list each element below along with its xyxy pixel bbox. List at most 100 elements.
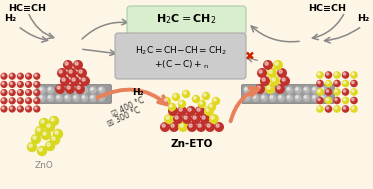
Circle shape — [33, 73, 40, 80]
Circle shape — [335, 81, 337, 84]
Circle shape — [31, 134, 41, 144]
Circle shape — [352, 107, 354, 109]
Circle shape — [172, 93, 180, 101]
Circle shape — [321, 96, 324, 98]
Circle shape — [17, 97, 24, 104]
Circle shape — [73, 60, 83, 70]
Circle shape — [33, 97, 40, 104]
Circle shape — [286, 94, 293, 102]
Circle shape — [48, 88, 51, 90]
Circle shape — [17, 73, 24, 80]
Circle shape — [342, 71, 349, 79]
Circle shape — [197, 108, 200, 111]
Text: H₂: H₂ — [4, 14, 16, 23]
Circle shape — [164, 98, 167, 101]
Circle shape — [53, 129, 63, 139]
Circle shape — [39, 148, 42, 151]
Circle shape — [188, 108, 191, 111]
Circle shape — [192, 95, 200, 103]
Circle shape — [55, 94, 63, 102]
Circle shape — [98, 94, 105, 102]
Circle shape — [74, 88, 76, 90]
Circle shape — [325, 97, 332, 104]
Circle shape — [214, 122, 224, 132]
Circle shape — [0, 89, 7, 96]
Circle shape — [170, 108, 173, 111]
Circle shape — [211, 116, 214, 119]
Circle shape — [304, 96, 307, 98]
Circle shape — [350, 105, 358, 113]
Circle shape — [160, 122, 170, 132]
Circle shape — [210, 105, 212, 107]
Circle shape — [35, 99, 37, 101]
Circle shape — [260, 76, 270, 86]
Circle shape — [333, 97, 341, 104]
Circle shape — [180, 124, 183, 127]
Circle shape — [168, 106, 178, 116]
Circle shape — [318, 107, 320, 109]
Circle shape — [352, 73, 354, 75]
Circle shape — [326, 107, 329, 109]
Circle shape — [342, 105, 349, 113]
Circle shape — [304, 88, 307, 90]
Circle shape — [335, 107, 337, 109]
Circle shape — [294, 94, 302, 102]
Circle shape — [326, 98, 329, 101]
Circle shape — [51, 118, 54, 121]
Circle shape — [178, 122, 188, 132]
Circle shape — [75, 84, 85, 94]
Circle shape — [267, 86, 270, 89]
Circle shape — [2, 99, 4, 101]
Circle shape — [57, 88, 59, 90]
Circle shape — [350, 97, 358, 104]
Circle shape — [38, 94, 46, 102]
Circle shape — [194, 96, 196, 99]
Circle shape — [253, 88, 256, 90]
Circle shape — [269, 70, 272, 73]
Circle shape — [169, 105, 172, 107]
FancyBboxPatch shape — [115, 33, 246, 79]
Circle shape — [184, 116, 187, 119]
Circle shape — [265, 84, 275, 94]
Circle shape — [343, 81, 346, 84]
Circle shape — [206, 108, 209, 111]
Circle shape — [311, 94, 319, 102]
Circle shape — [179, 108, 182, 111]
Circle shape — [279, 88, 281, 90]
Circle shape — [243, 94, 251, 102]
Circle shape — [37, 146, 47, 156]
Circle shape — [252, 94, 259, 102]
Circle shape — [72, 78, 75, 81]
Circle shape — [316, 71, 324, 79]
Text: $\sf{+(C-C)+_n}$: $\sf{+(C-C)+_n}$ — [154, 59, 209, 71]
Circle shape — [0, 97, 7, 104]
Text: ☑ 400 °C: ☑ 400 °C — [110, 95, 146, 119]
Circle shape — [335, 98, 337, 101]
Circle shape — [2, 82, 4, 84]
Circle shape — [325, 105, 332, 113]
Circle shape — [47, 143, 50, 146]
Circle shape — [202, 116, 205, 119]
Circle shape — [89, 94, 97, 102]
Circle shape — [9, 73, 16, 80]
Circle shape — [70, 76, 80, 86]
Circle shape — [320, 86, 327, 94]
Circle shape — [40, 88, 42, 90]
Circle shape — [186, 106, 196, 116]
Circle shape — [272, 78, 275, 81]
Circle shape — [81, 94, 88, 102]
Circle shape — [260, 86, 268, 94]
Circle shape — [342, 88, 349, 96]
Circle shape — [55, 86, 63, 94]
Circle shape — [259, 70, 262, 73]
Circle shape — [29, 144, 32, 147]
Circle shape — [75, 62, 78, 65]
Circle shape — [65, 84, 75, 94]
Circle shape — [173, 94, 176, 97]
Circle shape — [352, 81, 354, 84]
Circle shape — [267, 68, 277, 78]
Circle shape — [270, 88, 273, 90]
Circle shape — [41, 130, 51, 140]
Circle shape — [333, 71, 341, 79]
Circle shape — [187, 122, 197, 132]
